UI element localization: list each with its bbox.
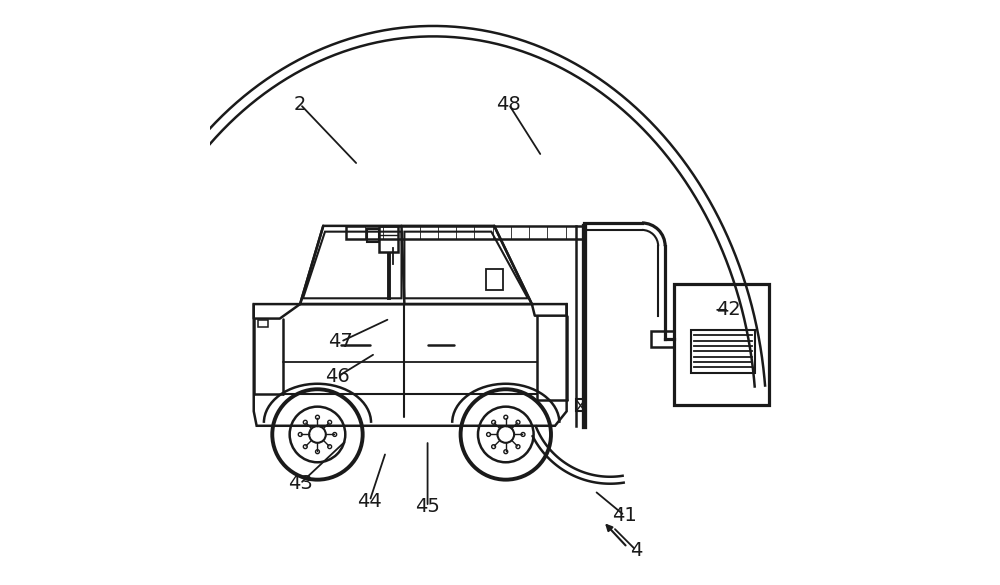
Text: 46: 46 (325, 367, 350, 386)
Bar (691, 330, 755, 373)
Text: 2: 2 (294, 95, 306, 113)
Bar (258, 321, 268, 327)
Text: 43: 43 (288, 474, 312, 493)
Bar (346, 226, 584, 239)
Bar (674, 284, 769, 405)
Bar (379, 226, 398, 252)
Text: 41: 41 (612, 506, 637, 525)
Text: 44: 44 (357, 491, 382, 511)
Text: 4: 4 (630, 541, 642, 560)
Bar (576, 398, 585, 411)
Text: 47: 47 (328, 332, 353, 351)
Bar (367, 229, 379, 242)
Text: 48: 48 (496, 95, 521, 113)
Text: 45: 45 (415, 497, 440, 517)
Bar (651, 331, 674, 347)
Text: 42: 42 (717, 300, 741, 319)
Bar (486, 269, 503, 290)
